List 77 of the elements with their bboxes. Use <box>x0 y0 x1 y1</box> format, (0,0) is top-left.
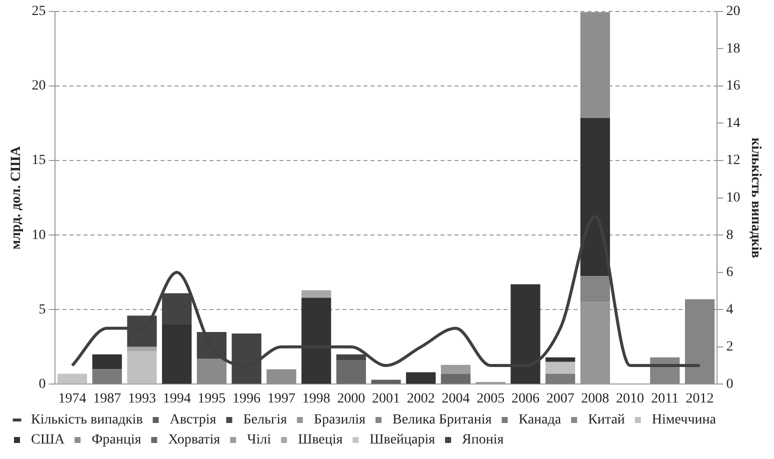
bar <box>301 298 332 384</box>
bar <box>162 293 192 325</box>
bar <box>196 358 226 384</box>
legend-label: США <box>31 432 66 448</box>
y2-tick-label: 4 <box>726 302 734 318</box>
bar <box>92 354 122 370</box>
legend-label: Бельгія <box>243 412 288 428</box>
legend-label: Чілі <box>247 432 272 448</box>
y2-axis-title: кількість випадків <box>748 138 763 258</box>
y2-tick-label: 0 <box>726 376 734 392</box>
y-tick-label: 5 <box>38 302 46 318</box>
x-tick-label: 1996 <box>232 391 261 406</box>
x-tick-label: 1997 <box>267 391 296 406</box>
y2-tick-label: 18 <box>726 41 740 56</box>
y2-tick-label: 2 <box>726 340 734 355</box>
legend-label: Німеччина <box>652 412 717 428</box>
legend-label: Франція <box>92 432 142 448</box>
y-tick-label: 0 <box>38 376 46 392</box>
legend-label: Швейцарія <box>370 432 436 448</box>
x-tick-label: 2006 <box>511 391 540 406</box>
y-axis-title: млрд. дол. США <box>9 145 24 250</box>
x-tick-label: 2001 <box>372 391 400 406</box>
y2-tick-label: 16 <box>726 78 740 94</box>
legend-label: Канада <box>518 412 562 428</box>
bar <box>546 357 576 362</box>
x-tick-label: 2004 <box>442 391 470 406</box>
bar <box>546 374 576 384</box>
x-tick-label: 1994 <box>162 391 191 406</box>
x-tick-label: 1974 <box>58 391 86 406</box>
bar <box>336 360 366 384</box>
legend-label: Велика Британія <box>392 412 492 428</box>
bar <box>127 316 157 347</box>
x-tick-label: 1995 <box>198 391 226 406</box>
x-tick-label: 1987 <box>93 391 122 406</box>
bar <box>92 369 122 384</box>
y2-tick-label: 10 <box>726 190 740 206</box>
x-tick-label: 2010 <box>616 391 644 406</box>
x-tick-label: 2011 <box>651 391 679 406</box>
bar <box>440 364 471 374</box>
bar <box>371 380 401 384</box>
x-tick-label: 2012 <box>686 391 714 406</box>
bar <box>580 118 610 276</box>
y-tick-label: 15 <box>32 153 46 168</box>
legend-label: Австрія <box>170 412 217 428</box>
bar <box>510 284 540 384</box>
y-tick-label: 20 <box>32 78 46 94</box>
x-tick-label: 2007 <box>546 391 574 406</box>
x-tick-label: 1993 <box>128 391 156 406</box>
bar <box>57 374 88 384</box>
y2-tick-label: 8 <box>726 228 734 243</box>
legend-label: Хорватія <box>168 432 221 448</box>
bar <box>406 372 436 384</box>
y2-tick-label: 20 <box>726 4 740 20</box>
bar <box>127 346 157 352</box>
bar <box>127 351 157 384</box>
legend-label: Швеція <box>298 432 344 448</box>
bar <box>684 299 715 384</box>
bar <box>580 276 610 302</box>
y2-tick-label: 14 <box>726 116 740 131</box>
y2-tick-label: 6 <box>726 265 734 280</box>
legend-label: Японія <box>462 432 504 448</box>
legend-label: Кількість випадків <box>31 412 144 428</box>
x-tick-label: 1998 <box>302 391 330 406</box>
bar <box>336 354 366 360</box>
x-tick-label: 2002 <box>406 391 435 406</box>
legend-label: Китай <box>588 412 626 428</box>
x-tick-label: 2008 <box>581 391 610 406</box>
x-tick-label: 2000 <box>337 391 366 406</box>
bar <box>162 324 192 384</box>
y2-tick-label: 12 <box>726 153 740 168</box>
x-tick-label: 2005 <box>476 391 505 406</box>
bar <box>546 362 576 374</box>
bar <box>301 290 332 298</box>
bar <box>440 374 471 384</box>
y-tick-label: 10 <box>32 228 46 243</box>
legend-label: Бразилія <box>314 412 366 428</box>
y-tick-label: 25 <box>32 4 46 20</box>
